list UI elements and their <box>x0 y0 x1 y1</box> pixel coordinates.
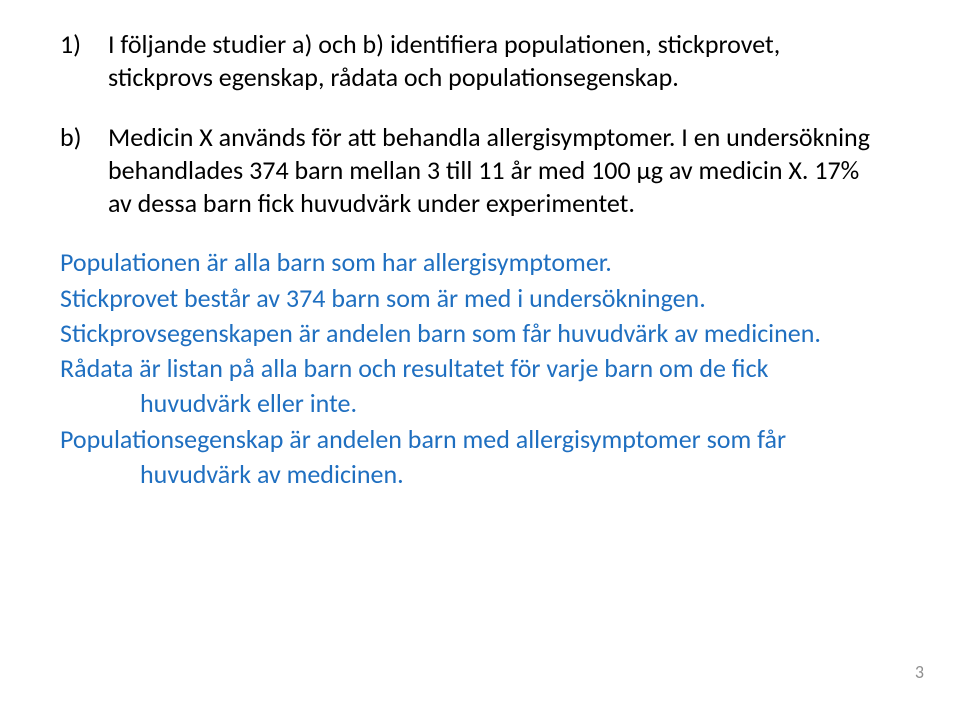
answer-radata-line1: Rådata är listan på alla barn och result… <box>60 352 900 385</box>
question-1-marker: 1) <box>60 28 108 61</box>
question-1-text: I följande studier a) och b) identifiera… <box>108 28 900 95</box>
part-b: b) Medicin X används för att behandla al… <box>60 121 900 221</box>
question-1-line2: stickprovs egenskap, rådata och populati… <box>108 61 679 93</box>
answer-population: Populationen är alla barn som har allerg… <box>60 246 900 279</box>
part-b-marker: b) <box>60 121 108 154</box>
part-b-line2: behandlades 374 barn mellan 3 till 11 år… <box>108 154 859 186</box>
page-number: 3 <box>915 661 924 683</box>
answer-stickprov: Stickprovet består av 374 barn som är me… <box>60 282 900 315</box>
question-1-line1: I följande studier a) och b) identifiera… <box>108 28 780 60</box>
part-b-line1: Medicin X används för att behandla aller… <box>108 121 870 153</box>
answer-populationsegenskap-line2: huvudvärk av medicinen. <box>60 458 900 491</box>
question-1: 1) I följande studier a) och b) identifi… <box>60 28 900 95</box>
answer-stickprovsegenskap: Stickprovsegenskapen är andelen barn som… <box>60 317 900 350</box>
answers-block: Populationen är alla barn som har allerg… <box>60 246 900 491</box>
answer-radata-line2: huvudvärk eller inte. <box>60 387 900 420</box>
part-b-line3: av dessa barn fick huvudvärk under exper… <box>108 187 635 219</box>
part-b-text: Medicin X används för att behandla aller… <box>108 121 900 221</box>
answer-populationsegenskap-line1: Populationsegenskap är andelen barn med … <box>60 423 900 456</box>
slide-page: 1) I följande studier a) och b) identifi… <box>0 0 960 701</box>
